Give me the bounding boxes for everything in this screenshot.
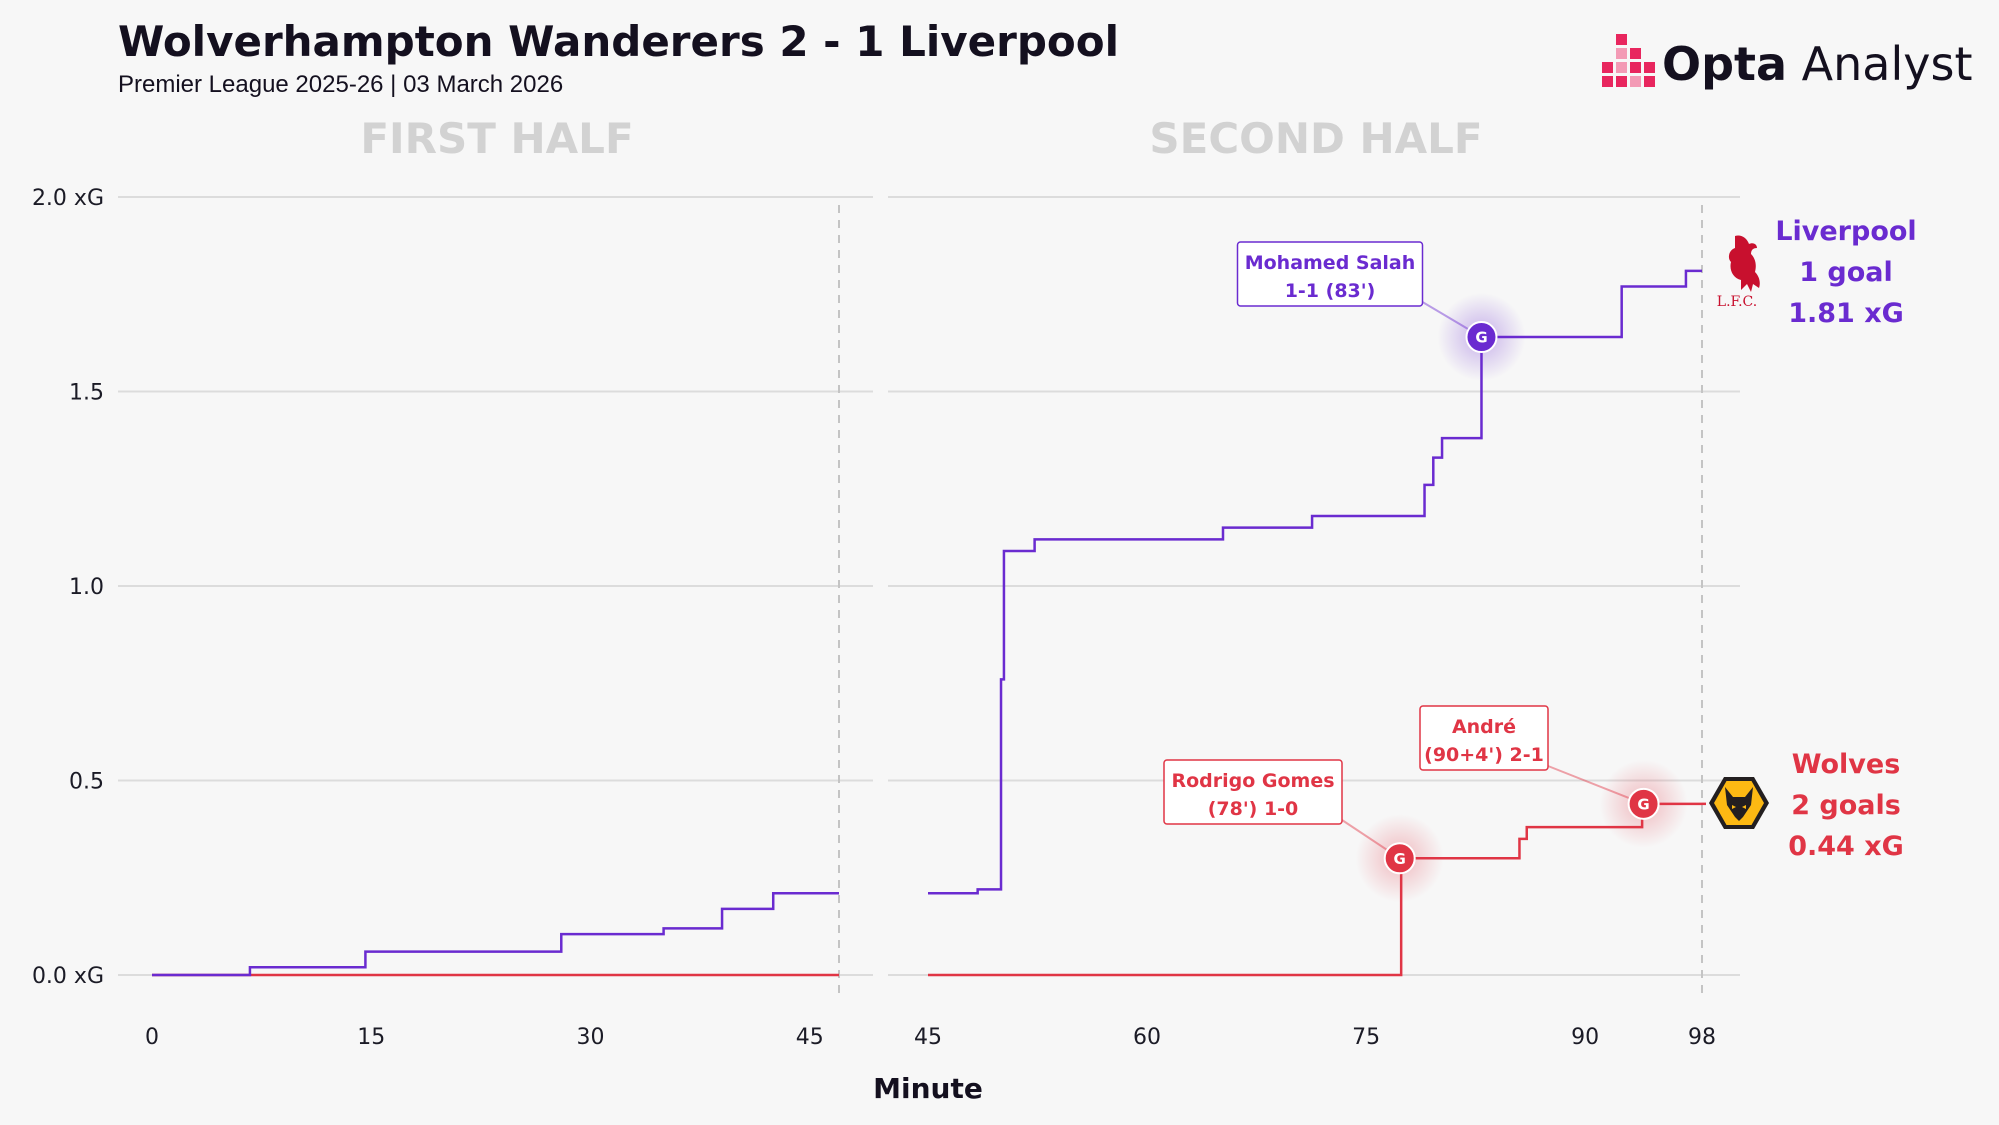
- chart-title: Wolverhampton Wanderers 2 - 1 Liverpool: [118, 17, 1119, 66]
- y-tick-label: 0.0 xG: [32, 964, 104, 989]
- wolves-second-half-line: [928, 802, 1702, 977]
- liverpool-first-half-line: [152, 892, 839, 977]
- chart-subtitle: Premier League 2025-26 | 03 March 2026: [118, 71, 563, 98]
- end-of-half-lines: [838, 205, 1703, 1000]
- liverpool-summary: Liverpool 1 goal 1.81 xG: [1775, 216, 1916, 329]
- goal-detail: (78') 1-0: [1208, 798, 1299, 820]
- opta-mark-icon: [1602, 34, 1655, 87]
- goal-detail: (90+4') 2-1: [1424, 744, 1544, 766]
- first-half-title: FIRST HALF: [360, 114, 633, 163]
- y-axis-tick-labels: 0.0 xG 0.5 1.0 1.5 2.0 xG: [32, 186, 104, 989]
- goal-marker-letter: G: [1394, 850, 1406, 868]
- goal-detail: 1-1 (83'): [1285, 280, 1376, 302]
- y-tick-label: 1.0: [69, 575, 104, 600]
- goal-label-box: [1236, 241, 1424, 307]
- x-tick-label: 45: [796, 1025, 824, 1050]
- liverpool-xg: 1.81 xG: [1788, 298, 1904, 329]
- goal-marker: [1465, 321, 1498, 354]
- liverpool-name: Liverpool: [1775, 216, 1916, 247]
- goal-label-box: [1419, 705, 1549, 771]
- goal-markers: G G G: [1355, 293, 1688, 903]
- second-half-title: SECOND HALF: [1149, 114, 1482, 163]
- goal-annotations: Mohamed Salah 1-1 (83') Rodrigo Gomes (78')…: [1163, 241, 1549, 825]
- goal-marker: [1627, 787, 1660, 820]
- liverpool-crest-text: L.F.C.: [1717, 294, 1757, 310]
- x-tick-label: 30: [577, 1025, 605, 1050]
- wolves-summary: Wolves 2 goals 0.44 xG: [1788, 749, 1904, 862]
- goal-scorer: Mohamed Salah: [1245, 252, 1416, 274]
- goal-marker-letter: G: [1475, 329, 1487, 347]
- goal-scorer: André: [1452, 716, 1516, 738]
- logo-name-bold: Opta: [1662, 37, 1787, 91]
- x-tick-label: 45: [914, 1025, 942, 1050]
- goal-label-box: [1163, 759, 1343, 825]
- x-axis-label: Minute: [873, 1072, 983, 1105]
- liverpool-crest-icon: L.F.C.: [1717, 235, 1760, 310]
- x-tick-label: 15: [357, 1025, 385, 1050]
- x-tick-label: 60: [1133, 1025, 1161, 1050]
- opta-analyst-logo: Opta Analyst: [1602, 34, 1973, 91]
- x-tick-label: 75: [1352, 1025, 1380, 1050]
- x-tick-label: 90: [1571, 1025, 1599, 1050]
- x-tick-label: 98: [1688, 1025, 1716, 1050]
- liverpool-second-half-line: [928, 269, 1702, 895]
- wolves-crest-icon: [1709, 777, 1769, 829]
- wolves-xg: 0.44 xG: [1788, 831, 1904, 862]
- wolves-goals: 2 goals: [1791, 790, 1901, 821]
- wolves-name: Wolves: [1792, 749, 1901, 780]
- goal-marker: [1383, 842, 1416, 875]
- liverpool-goals: 1 goal: [1799, 257, 1893, 288]
- logo-name-light: Analyst: [1787, 37, 1972, 91]
- y-tick-label: 1.5: [69, 381, 104, 406]
- x-tick-label: 0: [145, 1025, 159, 1050]
- x-axis-tick-labels: 0 15 30 45 45 60 75 90 98: [145, 1025, 1716, 1050]
- goal-marker-letter: G: [1637, 795, 1649, 813]
- svg-text:Opta Analyst: Opta Analyst: [1662, 37, 1973, 91]
- y-tick-label: 0.5: [69, 770, 104, 795]
- goal-scorer: Rodrigo Gomes: [1171, 770, 1334, 792]
- annotation-connectors: [1341, 301, 1644, 860]
- y-tick-label: 2.0 xG: [32, 186, 104, 211]
